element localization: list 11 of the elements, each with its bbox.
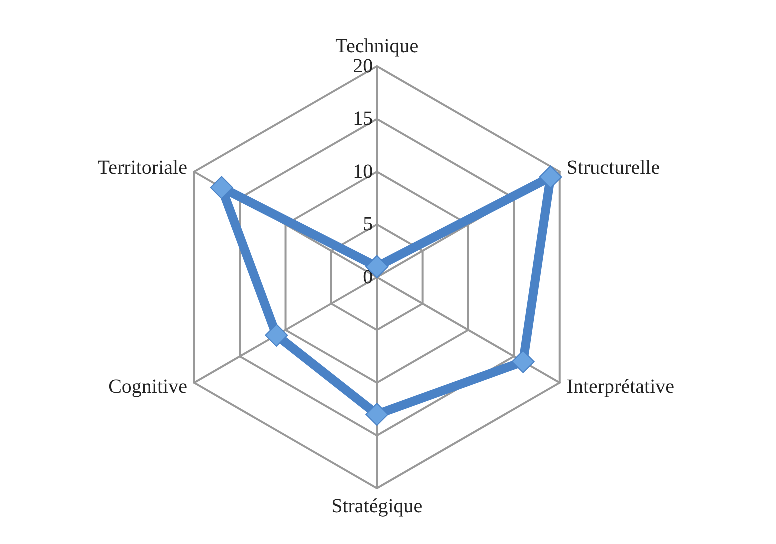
y-tick-label: 20 bbox=[353, 55, 374, 78]
y-tick-label: 15 bbox=[353, 108, 374, 130]
spoke-label: Cognitive bbox=[108, 376, 188, 398]
y-tick-label: 10 bbox=[353, 160, 374, 183]
spoke-label: Technique bbox=[336, 36, 419, 58]
spoke-label: Stratégique bbox=[332, 495, 423, 518]
y-tick-label: 0 bbox=[363, 266, 374, 288]
spoke-label: Interprétative bbox=[566, 376, 675, 398]
spoke-label: Territoriale bbox=[98, 156, 188, 179]
spoke-label: Structurelle bbox=[566, 156, 660, 179]
y-tick-label: 5 bbox=[363, 214, 374, 236]
